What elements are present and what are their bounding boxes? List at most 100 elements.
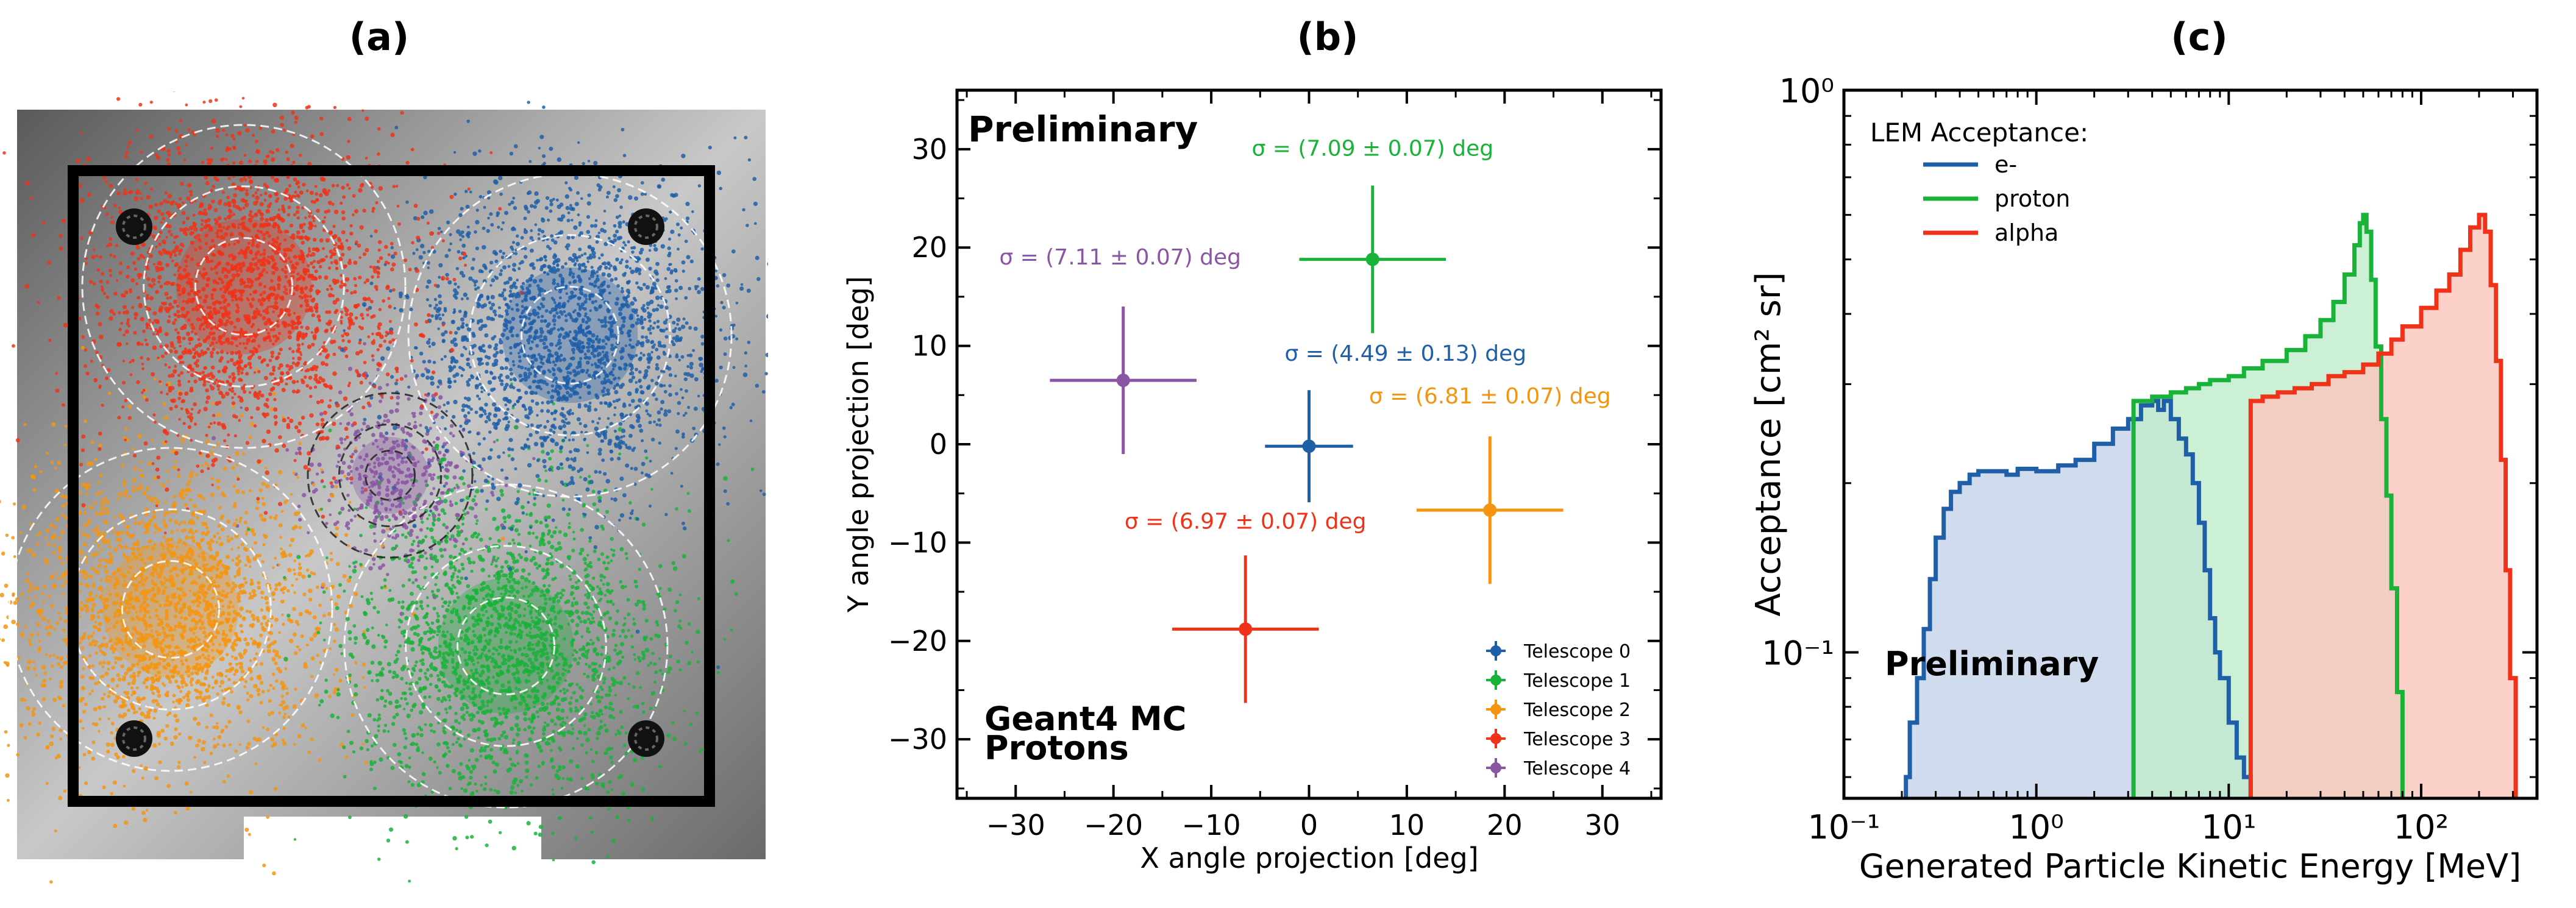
fov-ring (521, 286, 619, 385)
x-tick-label: 10⁰ (2008, 808, 2063, 846)
fov-ring (407, 172, 733, 498)
plot-c-frame (1842, 88, 2539, 800)
marker-telescope-2 (1416, 436, 1564, 584)
marker-telescope-3 (1172, 555, 1319, 703)
y-tick-label: 0 (930, 428, 947, 461)
legend-label: proton (1994, 185, 2070, 212)
plot-b-markers (1050, 185, 1564, 703)
legend-entry-proton: proton (1923, 185, 2070, 212)
fov-ring (365, 450, 416, 501)
plot-b-xlabel: X angle projection [deg] (1140, 842, 1478, 874)
core-blob (352, 437, 429, 514)
line-proton (2131, 213, 2405, 798)
x-tick-label: 10 (1389, 809, 1425, 842)
y-tick-label: 30 (911, 133, 947, 166)
line-alpha (2248, 213, 2518, 798)
fov-ring (469, 234, 671, 436)
panel-a-image (0, 91, 768, 884)
legend-entry-4: Telescope 4 (1486, 758, 1631, 779)
x-tick-label: −10 (1182, 809, 1241, 842)
panel-b-title: (b) (1297, 15, 1358, 59)
fov-ring (338, 423, 443, 528)
panel-c-chart: 10⁻¹ 10⁰ 10¹ 10² 10⁰ 10⁻¹ LEM Acceptance: e-p… (1749, 72, 2539, 885)
x-tick-label: −30 (986, 809, 1045, 842)
x-tick-label: −20 (1084, 809, 1143, 842)
sigma-label-0: σ = (4.49 ± 0.13) deg (1285, 341, 1527, 366)
legend-entry-2: Telescope 2 (1486, 700, 1631, 721)
core-blob (502, 267, 638, 403)
x-tick-label: 0 (1300, 809, 1318, 842)
marker-telescope-0 (1265, 390, 1353, 503)
panel-a-title: (a) (349, 15, 410, 59)
y-tick-label: 10⁰ (1779, 72, 1834, 110)
plot-b-sim-line1: Geant4 MC (984, 700, 1186, 738)
sigma-label-2: σ = (6.81 ± 0.07) deg (1369, 384, 1611, 409)
line-e- (1904, 399, 2253, 798)
fov-ring (143, 185, 345, 388)
core-blob (102, 541, 239, 678)
fov-ring (121, 560, 220, 659)
legend-label: e- (1994, 151, 2017, 178)
plot-c-areas (1904, 213, 2518, 798)
core-blob (438, 578, 574, 714)
mount-hole-top-right (628, 208, 664, 245)
mount-hole-top-left (116, 208, 152, 245)
mount-hole-bottom-right (628, 720, 664, 757)
detector-frame (68, 165, 715, 807)
y-tick-label: 20 (911, 231, 947, 264)
area-fill-alpha (2250, 215, 2516, 798)
x-tick-label: 10⁻¹ (1808, 808, 1880, 846)
detector-bottom-notch (244, 817, 541, 884)
hit-cluster-telescope-1 (247, 382, 755, 883)
core-blob (176, 218, 312, 355)
plot-b-sigma-labels: σ = (4.49 ± 0.13) deg σ = (7.09 ± 0.07) d… (999, 137, 1610, 534)
y-tick-label: 10 (911, 330, 947, 363)
plot-c-legend-title: LEM Acceptance: (1870, 118, 2088, 147)
legend-label: Telescope 3 (1523, 729, 1631, 750)
y-tick-label: 10⁻¹ (1762, 634, 1834, 672)
mount-hole-bottom-left (116, 720, 152, 757)
fov-ring (307, 392, 474, 559)
fov-ring (343, 483, 669, 809)
legend-label: alpha (1994, 219, 2058, 246)
sigma-label-1: σ = (7.09 ± 0.07) deg (1251, 137, 1493, 161)
x-tick-label: 20 (1487, 809, 1523, 842)
panel-c-title: (c) (2171, 15, 2227, 59)
legend-label: Telescope 4 (1523, 758, 1631, 779)
hit-scatter (0, 91, 768, 884)
y-tick-label: −30 (888, 723, 947, 756)
plot-b-ylabel: Y angle projection [deg] (842, 276, 875, 613)
y-tick-label: −10 (888, 526, 947, 559)
marker-telescope-4 (1050, 307, 1197, 455)
fov-ring (8, 447, 333, 772)
plot-c-xlabel: Generated Particle Kinetic Energy [MeV] (1859, 847, 2521, 885)
plot-b-legend: Telescope 0 Telescope 1 Telescope 2 Telesco… (1486, 641, 1631, 779)
panel-b-chart: −30 −20 −10 0 10 20 30 −30 −20 −10 0 10 20 30 σ = (4.… (842, 88, 1663, 874)
legend-entry-1: Telescope 1 (1486, 670, 1631, 692)
fov-ring (194, 237, 293, 336)
plot-c-ylabel: Acceptance [cm² sr] (1749, 272, 1788, 616)
legend-label: Telescope 1 (1523, 670, 1631, 692)
fov-ring (457, 597, 555, 695)
x-tick-label: 30 (1584, 809, 1620, 842)
fov-ring (405, 545, 607, 747)
plot-c-legend: e-proton alpha (1923, 151, 2070, 246)
plot-c-preliminary: Preliminary (1885, 645, 2099, 683)
marker-telescope-1 (1299, 185, 1446, 333)
hit-cluster-telescope-2 (0, 346, 505, 884)
legend-label: Telescope 2 (1523, 700, 1631, 721)
x-tick-label: 10¹ (2201, 808, 2256, 846)
hit-cluster-telescope-0 (335, 101, 768, 669)
x-tick-label: 10² (2394, 808, 2449, 846)
legend-entry-e-: e- (1923, 151, 2017, 178)
legend-label: Telescope 0 (1523, 641, 1631, 662)
plot-b-preliminary: Preliminary (968, 108, 1198, 150)
plot-c-ticks: 10⁻¹ 10⁰ 10¹ 10² 10⁰ 10⁻¹ (1762, 72, 2538, 846)
legend-entry-3: Telescope 3 (1486, 729, 1631, 750)
y-tick-label: −20 (888, 625, 947, 658)
plot-b-ticks: −30 −20 −10 0 10 20 30 −30 −20 −10 0 10 20 30 (888, 90, 1661, 842)
fov-ring (81, 124, 407, 449)
plot-b-sim-line2: Protons (984, 729, 1129, 767)
legend-entry-0: Telescope 0 (1486, 641, 1631, 662)
